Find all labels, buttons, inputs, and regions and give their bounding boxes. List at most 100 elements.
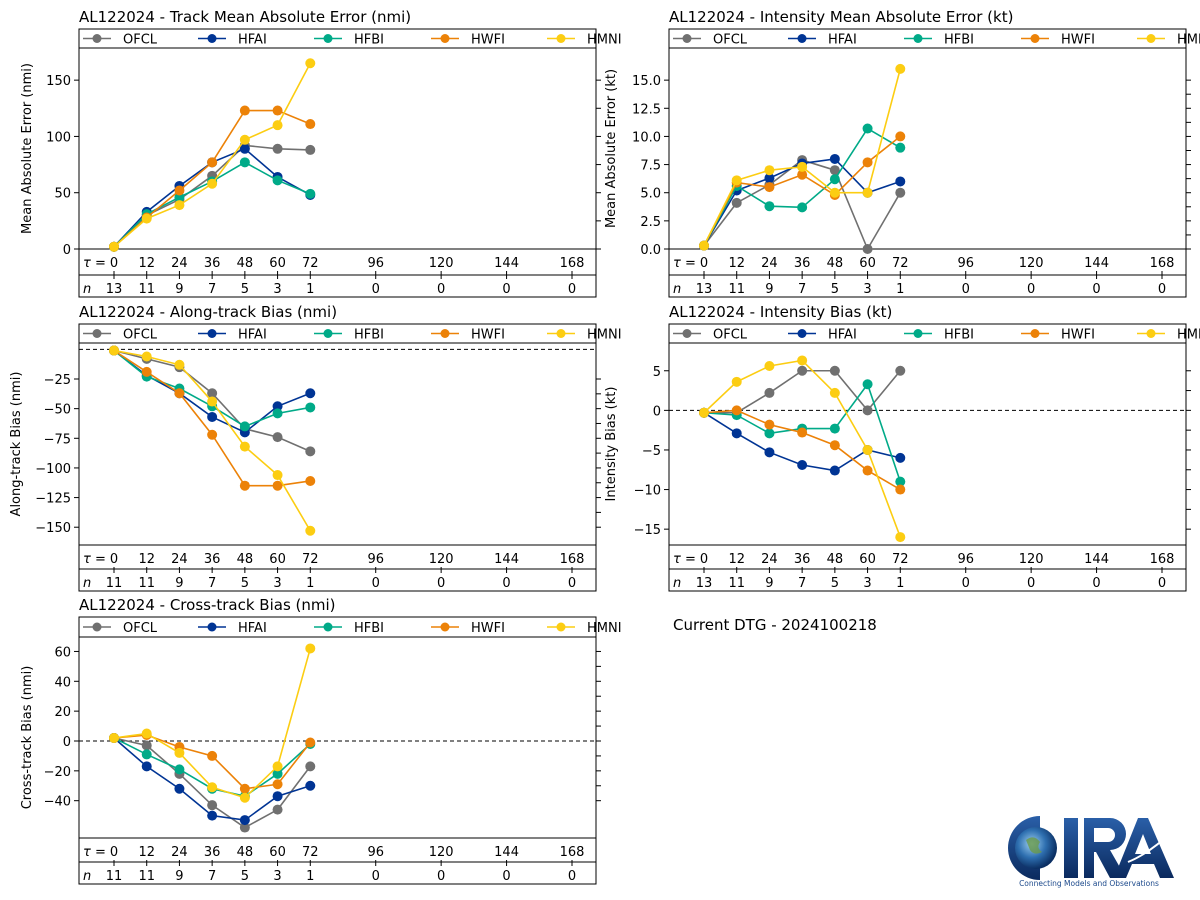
legend-label: HFBI xyxy=(354,621,384,636)
tau-value: 48 xyxy=(237,552,254,567)
tau-value: 72 xyxy=(302,845,319,860)
data-point xyxy=(239,105,250,116)
tau-value: 168 xyxy=(1150,552,1175,567)
tau-value: 48 xyxy=(237,256,254,271)
data-point xyxy=(895,476,906,487)
n-value: 5 xyxy=(831,576,839,591)
data-point xyxy=(239,143,250,154)
tau-value: 0 xyxy=(700,552,708,567)
legend-label: HFAI xyxy=(828,33,857,48)
data-point xyxy=(272,401,283,412)
legend-marker xyxy=(440,329,450,338)
legend-marker xyxy=(440,622,450,632)
data-point xyxy=(305,737,316,748)
tau-value: 168 xyxy=(1150,256,1175,271)
data-point xyxy=(141,728,152,739)
logo-a-icon xyxy=(1114,818,1174,878)
n-value: 0 xyxy=(1092,282,1100,297)
legend-entry-hfai: HFAI xyxy=(788,328,857,343)
legend-label: HFBI xyxy=(944,33,974,48)
data-point xyxy=(174,185,185,196)
data-point xyxy=(862,379,873,390)
n-value: 13 xyxy=(696,282,713,297)
tau-label: τ = xyxy=(673,552,696,567)
data-point xyxy=(829,187,840,198)
n-value: 7 xyxy=(798,576,806,591)
chart-title: AL122024 - Intensity Bias (kt) xyxy=(669,303,892,321)
n-value: 5 xyxy=(241,282,249,297)
data-point xyxy=(764,201,775,212)
n-value: 1 xyxy=(306,576,314,591)
chart-title: AL122024 - Track Mean Absolute Error (nm… xyxy=(79,8,411,26)
y-tick-label: −150 xyxy=(35,521,71,536)
data-point xyxy=(239,783,250,794)
data-point xyxy=(699,407,709,418)
data-point xyxy=(731,197,742,208)
data-point xyxy=(272,480,283,491)
legend-marker xyxy=(440,34,450,43)
legend-marker xyxy=(207,34,217,43)
tau-value: 72 xyxy=(302,552,319,567)
data-point xyxy=(895,452,906,463)
data-point xyxy=(895,63,906,74)
n-value: 11 xyxy=(728,576,745,591)
n-value: 9 xyxy=(175,282,183,297)
panel-intensity: AL122024 - Intensity Mean Absolute Error… xyxy=(604,8,1200,298)
y-tick-label: 10.0 xyxy=(632,130,661,145)
n-value: 9 xyxy=(175,869,183,884)
legend-entry-hfbi: HFBI xyxy=(314,328,384,343)
n-value: 5 xyxy=(241,576,249,591)
data-point xyxy=(239,815,250,826)
legend-entry-hwfi: HWFI xyxy=(431,33,505,48)
data-point xyxy=(862,157,873,168)
data-point xyxy=(207,810,218,821)
data-point xyxy=(239,421,250,432)
data-point xyxy=(272,768,283,779)
series-hfai xyxy=(109,733,316,826)
n-label: n xyxy=(673,282,681,297)
legend-label: HFAI xyxy=(828,328,857,343)
legend-label: HWFI xyxy=(1061,328,1095,343)
tau-value: 12 xyxy=(138,845,155,860)
y-tick-label: −25 xyxy=(44,373,71,388)
n-value: 7 xyxy=(208,869,216,884)
n-value: 0 xyxy=(568,576,576,591)
n-value: 0 xyxy=(372,282,380,297)
y-tick-label: −75 xyxy=(44,432,71,447)
legend-label: HMNI xyxy=(587,328,622,343)
tau-value: 72 xyxy=(892,552,909,567)
n-value: 0 xyxy=(962,576,970,591)
tau-value: 0 xyxy=(110,552,118,567)
tau-value: 120 xyxy=(429,256,454,271)
y-tick-label: 5.0 xyxy=(640,187,661,202)
n-value: 3 xyxy=(273,869,281,884)
data-point xyxy=(305,761,316,772)
n-value: 1 xyxy=(306,869,314,884)
data-point xyxy=(895,131,906,142)
tau-value: 120 xyxy=(1019,256,1044,271)
tau-label: τ = xyxy=(673,256,696,271)
legend-label: HMNI xyxy=(587,621,622,636)
data-point xyxy=(305,475,316,486)
legend-entry-hfbi: HFBI xyxy=(314,621,384,636)
tau-value: 96 xyxy=(957,552,974,567)
data-point xyxy=(895,187,906,198)
n-value: 0 xyxy=(1027,282,1035,297)
legend-label: OFCL xyxy=(713,33,748,48)
data-point xyxy=(239,822,250,833)
tau-value: 60 xyxy=(859,552,876,567)
tau-value: 24 xyxy=(761,256,778,271)
data-point xyxy=(797,460,808,471)
n-value: 0 xyxy=(502,576,510,591)
tau-value: 120 xyxy=(429,552,454,567)
legend-marker xyxy=(323,329,333,338)
data-point xyxy=(207,782,218,793)
n-value: 0 xyxy=(1027,576,1035,591)
n-value: 11 xyxy=(728,282,745,297)
legend-entry-hfbi: HFBI xyxy=(904,328,974,343)
legend-marker xyxy=(207,622,217,632)
tau-value: 12 xyxy=(138,552,155,567)
legend-label: HWFI xyxy=(471,328,505,343)
legend-label: OFCL xyxy=(123,328,158,343)
legend-entry-hfai: HFAI xyxy=(788,33,857,48)
